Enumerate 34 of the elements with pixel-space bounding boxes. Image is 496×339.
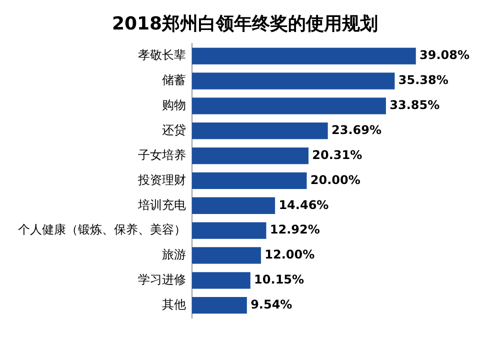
y-tick-label: 子女培养 [138, 148, 186, 162]
bar [192, 272, 250, 289]
bar [192, 48, 416, 64]
data-label: 14.46% [278, 198, 329, 212]
y-tick-label: 投资理财 [137, 172, 186, 187]
data-label: 12.00% [264, 248, 315, 262]
bar [192, 247, 261, 264]
bar [192, 222, 266, 239]
data-label: 23.69% [332, 122, 382, 137]
y-tick-label: 还贷 [162, 122, 186, 137]
bar [192, 197, 276, 214]
bar [192, 172, 307, 190]
data-label: 12.92% [270, 222, 320, 237]
y-tick-label: 旅游 [162, 248, 186, 262]
y-tick-label: 储蓄 [162, 73, 186, 88]
chart-title: 2018郑州白领年终奖的使用规划 [112, 13, 378, 34]
y-tick-label: 学习进修 [138, 272, 186, 287]
bar [192, 297, 247, 314]
y-tick-label: 购物 [162, 98, 186, 112]
data-label: 10.15% [254, 272, 304, 287]
bar [192, 122, 328, 140]
y-tick-label: 培训充电 [137, 198, 186, 212]
bar [192, 98, 386, 114]
data-label: 33.85% [390, 98, 440, 112]
data-label: 9.54% [250, 297, 292, 312]
y-tick-label: 其他 [162, 297, 186, 312]
bar [192, 147, 309, 164]
data-label: 20.00% [310, 172, 360, 187]
bar [192, 72, 395, 90]
data-label: 39.08% [420, 48, 470, 62]
y-tick-label: 个人健康（锻炼、保养、美容） [18, 222, 186, 237]
data-label: 35.38% [398, 73, 448, 88]
data-label: 20.31% [312, 148, 362, 162]
y-tick-label: 孝敬长辈 [138, 48, 186, 62]
